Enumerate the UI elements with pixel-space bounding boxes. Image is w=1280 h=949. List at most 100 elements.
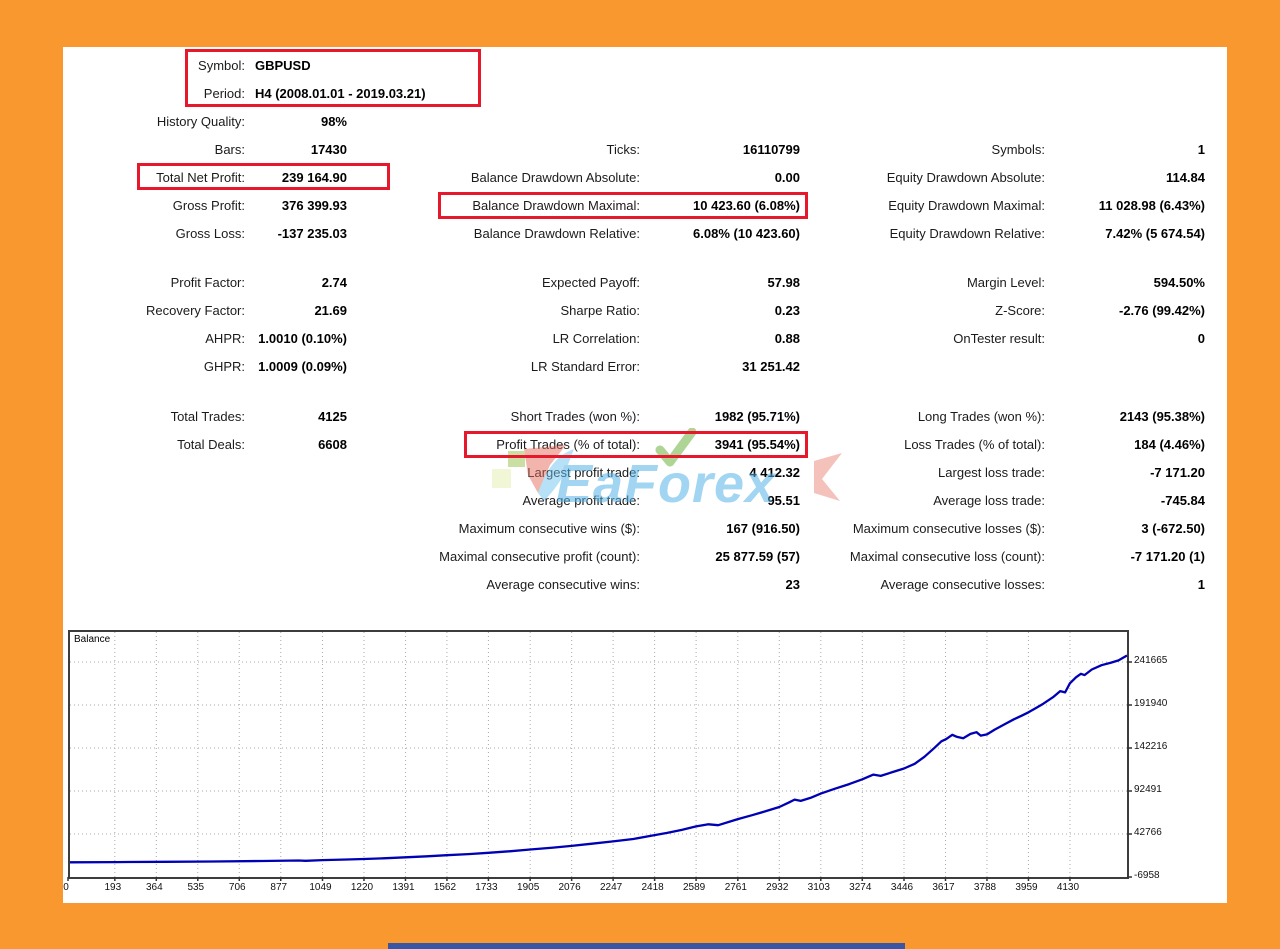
stat-label: Sharpe Ratio: — [560, 303, 641, 318]
x-axis-label: 535 — [187, 882, 205, 893]
stat-row: Recovery Factor: 21.69 Sharpe Ratio: 0.23 Z-… — [63, 297, 1223, 325]
stat-row: Average consecutive wins: 23 Average conse… — [63, 571, 1223, 599]
bottom-blue-bar — [388, 943, 905, 949]
x-axis-label: 3959 — [1015, 882, 1038, 893]
stat-row: Bars: 17430 Ticks: 16110799 Symbols: 1 — [63, 136, 1223, 164]
stat-label: Total Trades: — [170, 409, 245, 424]
stat-label: Symbol: — [198, 58, 245, 73]
balance-chart-plot — [67, 632, 1132, 881]
stat-row: Symbol: GBPUSD — [63, 52, 1223, 80]
stat-value: 6.08% (10 423.60) — [693, 226, 800, 241]
x-axis-label: 2589 — [682, 882, 706, 893]
stat-label: Margin Level: — [966, 275, 1045, 290]
stat-value: -7 171.20 — [1150, 465, 1205, 480]
stat-label: Bars: — [214, 142, 245, 157]
x-axis-label: 2247 — [599, 882, 623, 893]
x-axis-label: 364 — [145, 882, 163, 893]
stat-value: 184 (4.46%) — [1134, 437, 1205, 452]
stat-label: LR Standard Error: — [530, 359, 640, 374]
stat-value: 1.0009 (0.09%) — [258, 359, 347, 374]
y-axis-label: 241665 — [1134, 655, 1168, 666]
stat-label: OnTester result: — [953, 331, 1045, 346]
stat-label: Equity Drawdown Maximal: — [888, 198, 1045, 213]
stat-label: Gross Loss: — [175, 226, 245, 241]
stat-label: Ticks: — [606, 142, 640, 157]
stat-value: 0.00 — [774, 170, 800, 185]
stat-label: Gross Profit: — [172, 198, 245, 213]
x-axis-label: 877 — [270, 882, 288, 893]
y-axis-label: -6958 — [1134, 870, 1160, 881]
x-axis-label: 706 — [228, 882, 246, 893]
stat-value: 0 — [1197, 331, 1205, 346]
balance-curve — [69, 654, 1128, 864]
stat-value: -137 235.03 — [277, 226, 347, 241]
stat-label: Largest loss trade: — [938, 465, 1045, 480]
stat-label: Expected Payoff: — [541, 275, 640, 290]
stat-value: 3 (-672.50) — [1141, 521, 1205, 536]
stat-row: Maximal consecutive profit (count): 25 87… — [63, 543, 1223, 571]
stat-label: Total Deals: — [177, 437, 245, 452]
stat-label: Average loss trade: — [933, 493, 1045, 508]
y-axis-label: 42766 — [1134, 827, 1162, 838]
stat-label: Loss Trades (% of total): — [904, 437, 1045, 452]
stat-value: 114.84 — [1165, 170, 1205, 185]
stat-value: 1.0010 (0.10%) — [258, 331, 347, 346]
x-axis-label: 0 — [63, 882, 69, 893]
stat-label: Maximum consecutive losses ($): — [852, 521, 1045, 536]
stat-value: -7 171.20 (1) — [1130, 549, 1205, 564]
stat-row: Profit Factor: 2.74 Expected Payoff: 57.98 M… — [63, 269, 1223, 297]
x-axis-label: 1049 — [309, 882, 332, 893]
x-axis-label: 3617 — [932, 882, 955, 893]
stat-value: 376 399.93 — [281, 198, 347, 213]
balance-chart: Balance — [67, 630, 1132, 881]
stat-label: Average consecutive losses: — [880, 577, 1045, 592]
x-axis-label: 1905 — [517, 882, 540, 893]
x-axis-label: 193 — [104, 882, 122, 893]
stat-label: Equity Drawdown Relative: — [889, 226, 1045, 241]
stat-label: Recovery Factor: — [146, 303, 245, 318]
stat-label: Average profit trade: — [522, 493, 640, 508]
stat-value: GBPUSD — [255, 58, 311, 73]
y-axis-label: 191940 — [1134, 698, 1168, 709]
stat-label: Period: — [203, 86, 245, 101]
stat-label: History Quality: — [156, 114, 245, 129]
report-white-panel: Symbol: GBPUSD Period: H4 (2008.01.01 - 201… — [63, 47, 1227, 903]
stat-value: 57.98 — [767, 275, 800, 290]
x-axis-label: 3788 — [973, 882, 997, 893]
stat-value: 2.74 — [321, 275, 347, 290]
stat-row: Period: H4 (2008.01.01 - 2019.03.21) — [63, 80, 1223, 108]
x-axis-label: 3274 — [849, 882, 872, 893]
stat-label: Total Net Profit: — [156, 170, 245, 185]
stat-label: Maximal consecutive profit (count): — [439, 549, 640, 564]
stat-value: 4125 — [318, 409, 347, 424]
stat-value: 6608 — [318, 437, 347, 452]
stat-value: 7.42% (5 674.54) — [1105, 226, 1205, 241]
stat-value: 31 251.42 — [742, 359, 800, 374]
stat-value: 25 877.59 (57) — [715, 549, 800, 564]
stat-label: Short Trades (won %): — [510, 409, 640, 424]
x-axis-label: 2932 — [766, 882, 789, 893]
stat-label: Average consecutive wins: — [486, 577, 640, 592]
stat-value: 16110799 — [742, 142, 800, 157]
stat-label: AHPR: — [205, 331, 245, 346]
stat-label: GHPR: — [203, 359, 245, 374]
stat-label: Long Trades (won %): — [917, 409, 1045, 424]
stat-label: Z-Score: — [995, 303, 1045, 318]
stat-value: 2143 (95.38%) — [1119, 409, 1205, 424]
stat-value: 594.50% — [1153, 275, 1205, 290]
x-axis-label: 4130 — [1056, 882, 1080, 893]
x-axis-label: 1733 — [475, 882, 498, 893]
stat-row: GHPR: 1.0009 (0.09%) LR Standard Error: 31 … — [63, 353, 1223, 381]
x-axis-label: 3103 — [807, 882, 830, 893]
stat-row: Maximum consecutive wins ($): 167 (916.50… — [63, 515, 1223, 543]
stat-value: -745.84 — [1160, 493, 1205, 508]
stat-value: 167 (916.50) — [726, 521, 800, 536]
stat-value: 95.51 — [767, 493, 800, 508]
stat-label: LR Correlation: — [552, 331, 640, 346]
stat-value: 23 — [785, 577, 800, 592]
x-axis-label: 1562 — [433, 882, 457, 893]
stat-label: Equity Drawdown Absolute: — [886, 170, 1045, 185]
stat-row: History Quality: 98% — [63, 108, 1223, 136]
stat-label: Profit Trades (% of total): — [496, 437, 640, 452]
stat-row: Total Trades: 4125 Short Trades (won %): 19… — [63, 403, 1223, 431]
